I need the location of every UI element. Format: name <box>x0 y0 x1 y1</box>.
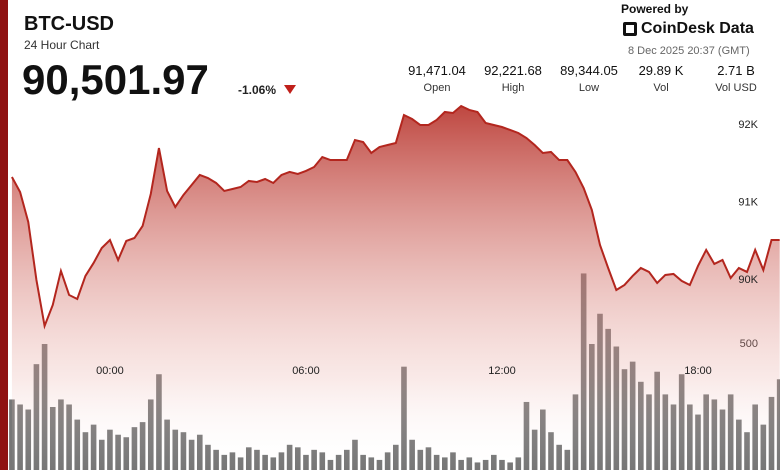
x-tick-label: 18:00 <box>684 365 712 377</box>
stat-value: 92,221.68 <box>484 63 542 78</box>
price-line <box>11 104 780 330</box>
stat-value: 91,471.04 <box>408 63 466 78</box>
timestamp: 8 Dec 2025 20:37 (GMT) <box>628 45 750 57</box>
stat-label: Vol <box>653 82 669 94</box>
subtitle: 24 Hour Chart <box>24 38 100 52</box>
y-tick-label: 92K <box>738 119 758 131</box>
down-arrow <box>284 85 296 94</box>
stat: 2.71 B Vol USD <box>696 63 776 94</box>
stat: 29.89 K Vol <box>621 63 701 94</box>
side-strip <box>0 0 8 470</box>
stat-value: 29.89 K <box>638 63 684 78</box>
stat: 91,471.04 Open <box>397 63 477 94</box>
price: 90,501.97 <box>22 56 209 103</box>
price-area <box>11 106 780 470</box>
stat: 89,344.05 Low <box>549 63 629 94</box>
powered-by: Powered by <box>621 2 689 16</box>
stat-label: High <box>501 82 525 94</box>
y-tick-label: 90K <box>738 274 758 286</box>
y-tick-label: 91K <box>738 196 758 208</box>
brand: CoinDesk Data <box>641 20 754 37</box>
stat-label: Vol USD <box>715 82 757 94</box>
stat-label: Open <box>423 82 451 94</box>
symbol: BTC-USD <box>24 13 114 35</box>
stat: 92,221.68 High <box>473 63 553 94</box>
stat-value: 89,344.05 <box>560 63 618 78</box>
x-tick-label: 12:00 <box>488 365 516 377</box>
x-tick-label: 06:00 <box>292 365 320 377</box>
x-tick-label: 00:00 <box>96 365 124 377</box>
stat-label: Low <box>578 82 600 94</box>
change: -1.06% <box>238 83 277 97</box>
stat-value: 2.71 B <box>717 63 755 78</box>
logo-icon <box>623 22 637 36</box>
